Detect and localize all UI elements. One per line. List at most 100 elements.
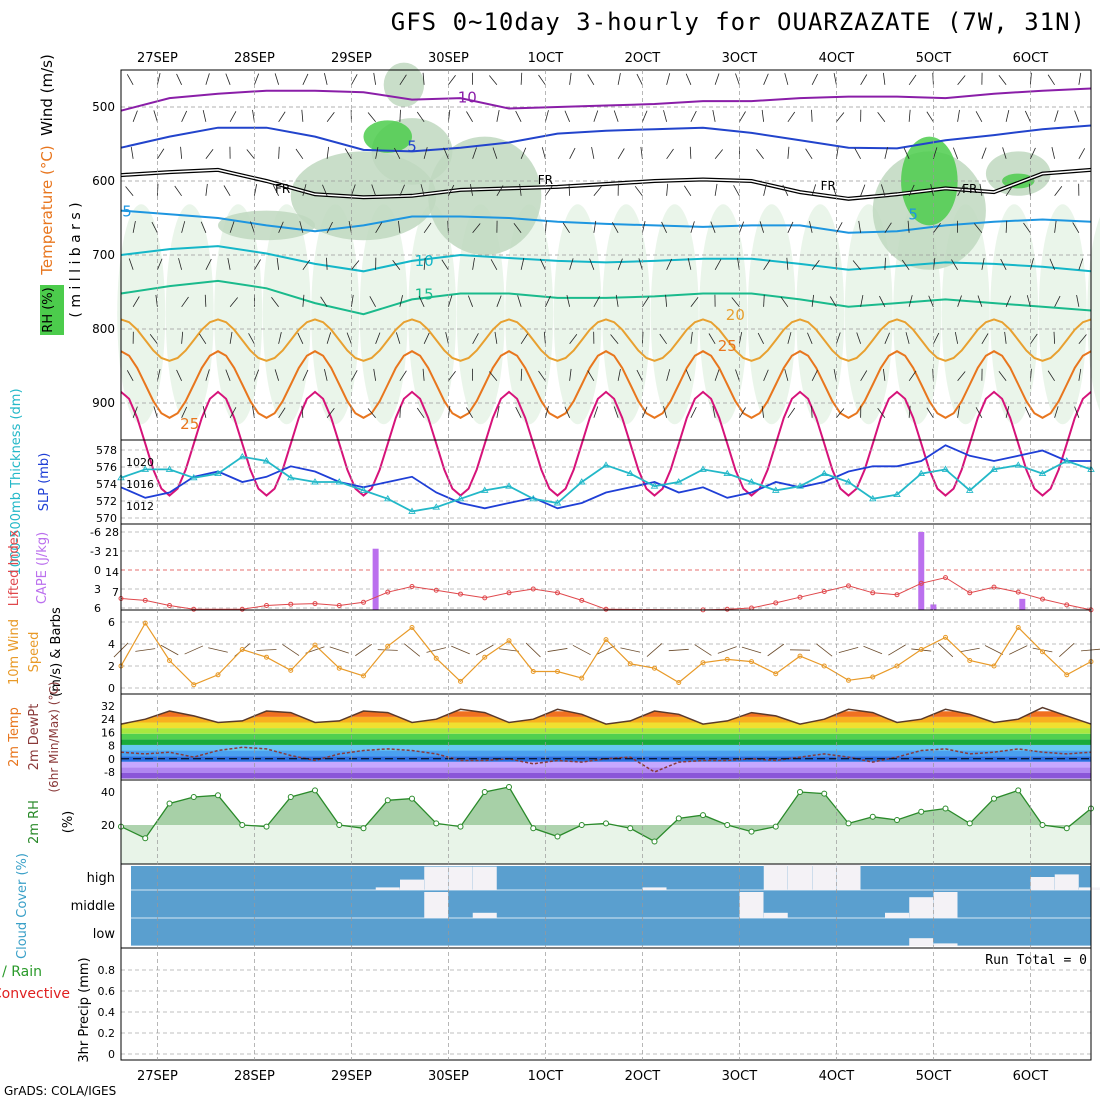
wind-barb bbox=[811, 369, 818, 381]
wind-barb bbox=[714, 183, 718, 196]
temp-color-band bbox=[121, 744, 1091, 751]
wind-barb bbox=[515, 110, 522, 122]
y-tick-label: 24 bbox=[101, 713, 115, 726]
wind-barb bbox=[399, 184, 405, 196]
thickness-marker bbox=[214, 469, 222, 477]
wind-barb bbox=[496, 405, 500, 418]
rh-marker bbox=[1063, 825, 1070, 832]
wind-barb bbox=[587, 74, 595, 86]
wind-barb bbox=[952, 147, 958, 159]
wind-barb bbox=[539, 258, 546, 270]
wind-barb bbox=[149, 333, 158, 345]
wind-barb bbox=[984, 645, 1004, 655]
wind-barb bbox=[757, 332, 764, 344]
precip-axis-label: 3hr Precip (mm) bbox=[77, 957, 92, 1062]
wind-barb bbox=[731, 297, 740, 308]
y-tick-label: 600 bbox=[92, 174, 115, 188]
wind-barb bbox=[1029, 72, 1032, 85]
rh-shading bbox=[117, 204, 166, 425]
cloud-bar bbox=[885, 912, 909, 918]
wind-speed-marker bbox=[797, 653, 803, 659]
wind-barb bbox=[617, 148, 625, 160]
day-label-bottom: 3OCT bbox=[722, 1069, 758, 1084]
cloud-bar bbox=[933, 892, 958, 918]
wind-barb bbox=[638, 258, 643, 270]
wind-barb bbox=[229, 221, 235, 233]
wind-barb bbox=[302, 184, 307, 196]
wind-barb bbox=[787, 111, 796, 123]
wind-barb bbox=[520, 147, 527, 159]
wind-barb bbox=[710, 221, 716, 233]
wind-speed-marker bbox=[167, 658, 172, 663]
wind-barb bbox=[908, 109, 911, 122]
wind-barb bbox=[447, 295, 453, 307]
wind-barb bbox=[811, 109, 813, 122]
wind-barb bbox=[1053, 331, 1056, 344]
wind-barb bbox=[1004, 331, 1007, 344]
cloud-bar bbox=[933, 943, 958, 946]
wind-barb bbox=[392, 259, 401, 271]
y-tick-label-right: 21 bbox=[105, 546, 119, 559]
contour-label: 25 bbox=[180, 415, 199, 433]
wind-barb bbox=[615, 294, 619, 307]
wind-barb bbox=[572, 644, 591, 656]
wind-barb bbox=[905, 332, 910, 344]
wind-barb bbox=[472, 257, 475, 270]
temperature-line bbox=[120, 706, 1092, 725]
day-label-bottom: 29SEP bbox=[331, 1069, 372, 1084]
wind-axis-label-3: (m/s) & Barbs bbox=[49, 607, 64, 697]
cloud-level-label: high bbox=[87, 871, 115, 886]
wind-barb bbox=[838, 647, 859, 653]
wind-barb bbox=[322, 184, 328, 196]
wind-speed-marker bbox=[967, 658, 973, 663]
wind-speed-marker bbox=[191, 682, 197, 688]
thickness-marker bbox=[505, 482, 513, 489]
y-tick-label: -3 bbox=[90, 545, 101, 558]
wind-barb bbox=[256, 649, 277, 651]
wind-barb bbox=[666, 183, 669, 196]
lifted-index-marker bbox=[409, 583, 415, 589]
wind-barb bbox=[1000, 258, 1007, 270]
wind-barb bbox=[399, 109, 401, 122]
y-tick-label-right: 1012 bbox=[126, 500, 154, 513]
y-tick-label: 572 bbox=[96, 495, 117, 508]
wind-barb bbox=[520, 333, 528, 345]
wind-barb bbox=[448, 74, 456, 86]
wind-barb bbox=[951, 259, 958, 271]
wind-barb bbox=[416, 111, 425, 123]
rh-marker bbox=[894, 817, 900, 824]
wind-barb bbox=[254, 259, 261, 271]
thickness-marker bbox=[141, 465, 150, 472]
lifted-index-marker bbox=[1015, 589, 1021, 595]
thickness-marker bbox=[917, 469, 926, 477]
wind-barb bbox=[636, 369, 643, 381]
wind-barb bbox=[423, 147, 428, 159]
wind-barb bbox=[132, 296, 140, 308]
wind-barb bbox=[274, 369, 280, 381]
wind-barb bbox=[395, 332, 401, 344]
wind-barb bbox=[278, 146, 280, 159]
isotherm-line bbox=[120, 318, 1092, 362]
y-tick-label-right: 14 bbox=[105, 566, 119, 579]
cloud-bar bbox=[909, 897, 934, 918]
wind-barb bbox=[636, 73, 643, 85]
thickness-marker bbox=[383, 494, 392, 502]
wind-speed-marker bbox=[894, 663, 900, 669]
wind-speed-marker bbox=[821, 663, 827, 669]
day-label-top: 2OCT bbox=[625, 51, 661, 66]
wind-barb bbox=[160, 644, 179, 656]
wind-barb bbox=[326, 407, 335, 419]
wind-barb bbox=[225, 369, 231, 381]
y-tick-label: 570 bbox=[96, 512, 117, 525]
wind-speed-marker bbox=[312, 642, 318, 648]
wind-barb bbox=[908, 184, 915, 196]
temp-color-band bbox=[121, 761, 1091, 768]
rh-marker bbox=[481, 789, 488, 795]
thickness-marker bbox=[844, 478, 853, 485]
wind-barb bbox=[445, 332, 449, 344]
rh-marker bbox=[991, 795, 997, 802]
wind-barb bbox=[1074, 110, 1080, 122]
wind-barb bbox=[403, 643, 421, 657]
rh-marker bbox=[166, 800, 173, 807]
wind-barb bbox=[1026, 295, 1031, 307]
